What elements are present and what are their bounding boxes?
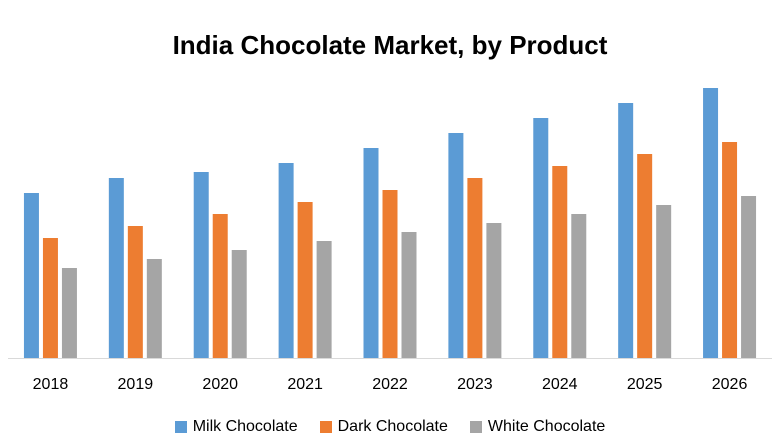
bar-dark-chocolate-2022 bbox=[382, 190, 398, 358]
x-tick-label-2025: 2025 bbox=[627, 376, 663, 393]
x-tick-label-2021: 2021 bbox=[287, 376, 323, 393]
bar-white-chocolate-2021 bbox=[316, 241, 332, 358]
bar-dark-chocolate-2018 bbox=[42, 238, 58, 358]
bar-dark-chocolate-2023 bbox=[467, 178, 483, 358]
bar-dark-chocolate-2021 bbox=[297, 202, 313, 358]
legend-swatch-dark-chocolate bbox=[319, 421, 332, 433]
legend-item-dark-chocolate: Dark Chocolate bbox=[319, 418, 448, 436]
bar-milk-chocolate-2021 bbox=[278, 163, 294, 358]
x-tick-label-2026: 2026 bbox=[712, 376, 748, 393]
bar-white-chocolate-2022 bbox=[401, 232, 417, 358]
bar-dark-chocolate-2019 bbox=[127, 226, 143, 358]
bar-white-chocolate-2024 bbox=[571, 214, 587, 358]
x-tick-labels: 2018 2019 2020 2021 2022 2023 2024 2025 2026 bbox=[33, 376, 748, 393]
bar-milk-chocolate-2024 bbox=[533, 118, 549, 358]
x-tick-label-2022: 2022 bbox=[372, 376, 408, 393]
bar-milk-chocolate-2023 bbox=[448, 133, 464, 358]
bar-dark-chocolate-2025 bbox=[637, 154, 653, 358]
legend-label-white-chocolate: White Chocolate bbox=[487, 418, 606, 435]
bar-white-chocolate-2023 bbox=[486, 223, 502, 358]
bar-white-chocolate-2019 bbox=[146, 259, 162, 358]
chart-title: India Chocolate Market, by Product bbox=[172, 30, 608, 60]
legend: Milk Chocolate Dark Chocolate White Choc… bbox=[0, 418, 780, 436]
legend-item-white-chocolate: White Chocolate bbox=[469, 418, 606, 436]
x-tick-label-2023: 2023 bbox=[457, 376, 493, 393]
bar-milk-chocolate-2020 bbox=[193, 172, 209, 358]
bar-milk-chocolate-2026 bbox=[703, 88, 719, 358]
bar-dark-chocolate-2026 bbox=[722, 142, 738, 358]
bar-dark-chocolate-2024 bbox=[552, 166, 568, 358]
legend-label-milk-chocolate: Milk Chocolate bbox=[192, 418, 298, 435]
bar-white-chocolate-2026 bbox=[741, 196, 757, 358]
bar-dark-chocolate-2020 bbox=[212, 214, 228, 358]
x-tick-label-2020: 2020 bbox=[202, 376, 238, 393]
bar-milk-chocolate-2018 bbox=[23, 193, 39, 358]
legend-item-milk-chocolate: Milk Chocolate bbox=[174, 418, 298, 436]
x-tick-label-2024: 2024 bbox=[542, 376, 578, 393]
bar-white-chocolate-2025 bbox=[656, 205, 672, 358]
bars-layer bbox=[23, 88, 757, 358]
bar-milk-chocolate-2019 bbox=[108, 178, 124, 358]
legend-label-dark-chocolate: Dark Chocolate bbox=[337, 418, 448, 435]
x-tick-label-2019: 2019 bbox=[118, 376, 154, 393]
x-tick-label-2018: 2018 bbox=[33, 376, 69, 393]
bar-white-chocolate-2018 bbox=[61, 268, 77, 358]
bar-milk-chocolate-2025 bbox=[618, 103, 634, 358]
bar-white-chocolate-2020 bbox=[231, 250, 247, 358]
legend-swatch-milk-chocolate bbox=[174, 421, 187, 433]
bar-milk-chocolate-2022 bbox=[363, 148, 379, 358]
legend-swatch-white-chocolate bbox=[469, 421, 482, 433]
